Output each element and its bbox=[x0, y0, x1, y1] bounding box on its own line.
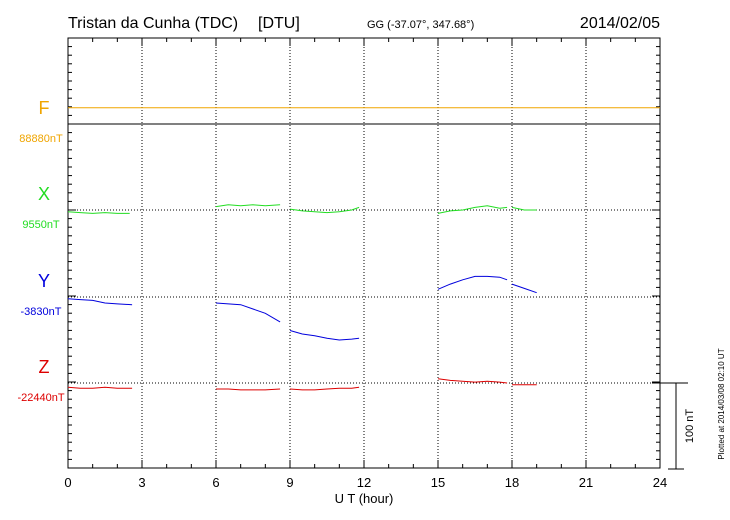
series-x-line bbox=[511, 206, 537, 211]
scale-bar: 100 nT bbox=[652, 382, 696, 470]
x-tick-label: 18 bbox=[505, 475, 519, 490]
series-y-line bbox=[67, 298, 133, 306]
series-y-line bbox=[215, 302, 281, 323]
series-x-name: X bbox=[38, 184, 50, 204]
x-tick-label: 21 bbox=[579, 475, 593, 490]
plotted-at-footer: Plotted at 2014/03/08 02:10 UT bbox=[717, 348, 726, 459]
x-tick-label: 3 bbox=[138, 475, 145, 490]
series-z-line bbox=[216, 388, 281, 391]
series-z-line bbox=[289, 386, 360, 391]
x-tick-label: 9 bbox=[286, 475, 293, 490]
series-x-line bbox=[437, 205, 508, 214]
x-tick-label: 24 bbox=[653, 475, 667, 490]
x-tick-label: 12 bbox=[357, 475, 371, 490]
x-tick-label: 15 bbox=[431, 475, 445, 490]
series-y-line bbox=[511, 283, 537, 294]
series-y-line bbox=[289, 330, 360, 341]
series-y-baseline-value: -3830nT bbox=[21, 306, 62, 318]
x-tick-labels: 0 3 6 9 12 15 18 21 24 bbox=[64, 475, 667, 490]
series-x-line bbox=[215, 204, 281, 208]
series-z-baseline-value: -22440nT bbox=[17, 392, 64, 404]
series-z-name: Z bbox=[39, 357, 50, 377]
coordinates-label: GG (-37.07°, 347.68°) bbox=[367, 19, 474, 31]
series-f-name: F bbox=[39, 98, 50, 118]
series-y-line bbox=[437, 275, 508, 290]
series-y-name: Y bbox=[38, 271, 50, 291]
date-label: 2014/02/05 bbox=[580, 15, 660, 32]
series-z-line bbox=[67, 386, 133, 389]
series-x-baseline-value: 9550nT bbox=[22, 219, 60, 231]
institute-label: [DTU] bbox=[258, 15, 300, 32]
baselines bbox=[68, 123, 660, 384]
x-tick-label: 0 bbox=[64, 475, 71, 490]
x-axis-label: U T (hour) bbox=[335, 491, 394, 506]
chart-title: Tristan da Cunha (TDC) bbox=[68, 15, 238, 32]
series-f-baseline-value: 88880nT bbox=[19, 133, 63, 145]
series-x-line bbox=[289, 206, 360, 214]
grid bbox=[141, 38, 587, 468]
series-x-line bbox=[67, 211, 130, 214]
series-labels: F 88880nT X 9550nT Y -3830nT Z -22440nT bbox=[17, 98, 64, 404]
axis-ticks bbox=[67, 38, 661, 468]
scale-bar-label: 100 nT bbox=[684, 409, 696, 444]
series-z-line bbox=[437, 378, 508, 384]
plot-frame bbox=[67, 37, 661, 469]
series-lines bbox=[67, 107, 660, 391]
x-tick-label: 6 bbox=[212, 475, 219, 490]
